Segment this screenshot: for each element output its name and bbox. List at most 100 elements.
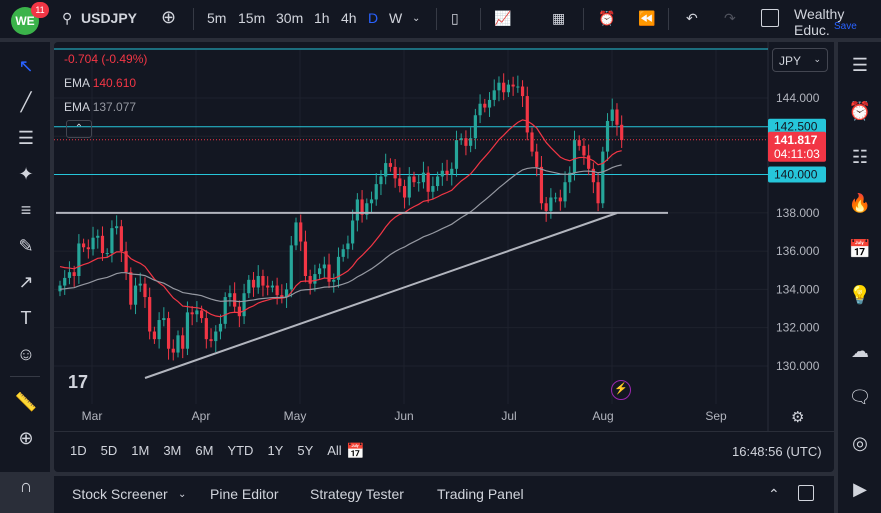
- tab-stock-screener[interactable]: Stock Screener: [72, 486, 168, 502]
- replay-icon[interactable]: ⏪: [638, 10, 656, 26]
- calendar-icon[interactable]: 📅: [848, 239, 872, 259]
- play-icon[interactable]: ▶: [853, 479, 867, 499]
- range-5d[interactable]: 5D: [100, 443, 118, 458]
- clock[interactable]: 16:48:56 (UTC): [732, 444, 822, 459]
- interval-15m[interactable]: 15m: [238, 10, 266, 26]
- interval-4h[interactable]: 4h: [341, 10, 357, 26]
- price-chart[interactable]: 144.000 138.000 136.000 134.000 132.000 130.0…: [54, 42, 834, 472]
- save-button[interactable]: Save: [834, 21, 857, 32]
- layouts-icon[interactable]: ▦: [552, 10, 566, 26]
- candle-body: [218, 323, 223, 332]
- settings-icon[interactable]: ⚙: [791, 409, 805, 426]
- candle: [379, 170, 383, 196]
- candle-body: [133, 285, 138, 305]
- candle: [426, 166, 430, 203]
- add-list-icon[interactable]: ☷: [851, 147, 869, 167]
- candle: [577, 135, 581, 151]
- candle: [596, 172, 600, 212]
- candle-body: [181, 335, 185, 349]
- symbol-search[interactable]: USDJPY: [81, 10, 138, 26]
- chat-icon[interactable]: ☁: [851, 341, 869, 361]
- collapse-panel-icon[interactable]: ⌃: [768, 486, 780, 502]
- candle: [162, 307, 166, 327]
- ruler-icon[interactable]: 📏: [14, 392, 38, 412]
- collapse-legend-button[interactable]: ⌃: [66, 120, 92, 138]
- pattern-icon[interactable]: ✦: [18, 164, 34, 184]
- range-1m[interactable]: 1M: [131, 443, 150, 458]
- ideas-icon[interactable]: 💡: [848, 285, 872, 305]
- search-icon[interactable]: ⚲: [62, 10, 73, 26]
- tab-pine-editor[interactable]: Pine Editor: [210, 486, 279, 502]
- range-all[interactable]: All: [327, 443, 342, 458]
- candle-body: [549, 197, 553, 211]
- range-1d[interactable]: 1D: [70, 443, 87, 458]
- ema-slow-legend[interactable]: EMA 137.077: [64, 100, 137, 114]
- range-3m[interactable]: 3M: [163, 443, 182, 458]
- range-1y[interactable]: 1Y: [267, 443, 284, 458]
- tab-strategy-tester[interactable]: Strategy Tester: [310, 486, 404, 502]
- candle: [148, 287, 152, 340]
- range-ytd[interactable]: YTD: [227, 443, 254, 458]
- text-icon[interactable]: T: [20, 308, 32, 328]
- interval-w[interactable]: W: [389, 10, 403, 26]
- alert-icon[interactable]: ⏰: [598, 10, 616, 26]
- interval-30m[interactable]: 30m: [276, 10, 304, 26]
- hotlist-icon[interactable]: 🔥: [848, 193, 872, 213]
- chevron-down-icon[interactable]: ⌄: [412, 13, 421, 24]
- prediction-icon[interactable]: ≡: [20, 200, 32, 220]
- right-sidebar: ☰ ⏰ ☷ 🔥 📅 💡 ☁ 🗨 ◎ ▶: [838, 42, 881, 513]
- trend-line: [144, 212, 618, 379]
- chevron-down-icon[interactable]: ⌄: [178, 489, 187, 500]
- candles-icon[interactable]: ▯: [451, 10, 459, 26]
- chart-pane[interactable]: 144.000 138.000 136.000 134.000 132.000 130.0…: [54, 42, 834, 472]
- arrow-icon[interactable]: ↗: [18, 272, 34, 292]
- candle: [77, 234, 81, 284]
- indicators-icon[interactable]: 📈: [494, 10, 512, 26]
- tab-trading-panel[interactable]: Trading Panel: [437, 486, 524, 502]
- emoji-icon[interactable]: ☺: [16, 344, 36, 364]
- maximize-panel-icon[interactable]: [798, 485, 814, 501]
- time-tick: May: [284, 409, 307, 423]
- range-6m[interactable]: 6M: [195, 443, 214, 458]
- date-range-icon[interactable]: 📅: [346, 443, 365, 460]
- notification-badge: 11: [31, 2, 49, 18]
- candle: [492, 79, 496, 107]
- candle-body: [384, 163, 388, 177]
- candle-body: [157, 320, 161, 340]
- trendline-icon[interactable]: ╱: [20, 92, 32, 112]
- layout-name[interactable]: Wealthy Educ.: [794, 6, 845, 38]
- add-symbol-icon[interactable]: ⊕: [161, 7, 177, 27]
- brush-icon[interactable]: ✎: [18, 236, 34, 256]
- streams-icon[interactable]: ◎: [852, 433, 868, 453]
- fib-icon[interactable]: ☰: [17, 128, 35, 148]
- candle: [549, 188, 553, 219]
- price-axis: [768, 42, 834, 431]
- interval-d[interactable]: D: [368, 10, 379, 26]
- candle: [464, 130, 468, 156]
- range-5y[interactable]: 5Y: [297, 443, 314, 458]
- currency-select[interactable]: JPY ⌄: [772, 48, 828, 72]
- candle-body: [620, 124, 624, 141]
- interval-5m[interactable]: 5m: [207, 10, 227, 26]
- candle: [166, 311, 171, 360]
- cursor-icon[interactable]: ↖: [18, 56, 34, 76]
- messages-icon[interactable]: 🗨: [848, 387, 872, 407]
- candle-body: [402, 186, 407, 198]
- redo-icon[interactable]: ↷: [724, 10, 736, 26]
- magnet-icon[interactable]: ∩: [19, 476, 33, 496]
- candle: [171, 339, 175, 361]
- ema-slow-line: [59, 164, 622, 303]
- ema-fast-legend[interactable]: EMA 140.610: [64, 76, 137, 90]
- candle: [374, 173, 378, 206]
- alarm-icon[interactable]: ⏰: [848, 101, 872, 121]
- time-tick: Jul: [501, 409, 516, 423]
- watchlist-icon[interactable]: ☰: [851, 55, 869, 75]
- events-icon[interactable]: ⚡: [611, 380, 631, 400]
- fullscreen-icon[interactable]: [761, 9, 779, 27]
- candle-body: [436, 176, 440, 187]
- zoom-icon[interactable]: ⊕: [18, 428, 34, 448]
- interval-1h[interactable]: 1h: [314, 10, 330, 26]
- candle-body: [502, 82, 506, 93]
- undo-icon[interactable]: ↶: [686, 10, 698, 26]
- ema-fast-line: [59, 119, 622, 318]
